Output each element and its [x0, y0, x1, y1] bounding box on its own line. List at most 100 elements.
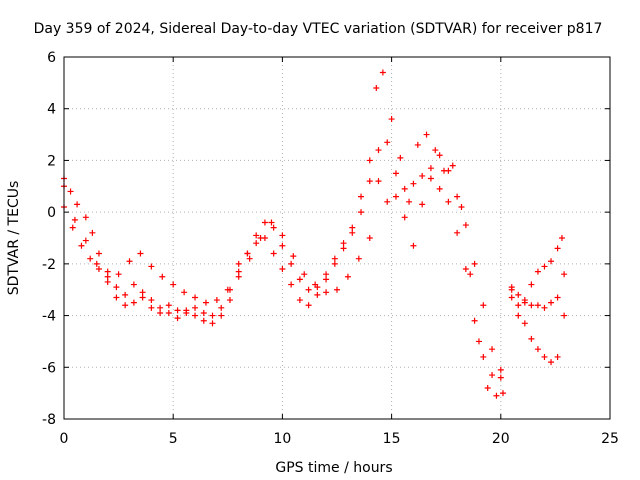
x-tick-label: 15 — [383, 431, 401, 447]
data-point — [366, 178, 373, 185]
x-axis-ticks: 0 5 10 15 20 25 — [60, 57, 619, 447]
data-point — [279, 232, 286, 239]
data-point — [67, 188, 74, 195]
data-point — [515, 302, 522, 309]
data-point — [159, 273, 166, 280]
data-point — [165, 309, 172, 316]
data-point — [528, 281, 535, 288]
data-point — [174, 307, 181, 314]
plot-frame — [63, 56, 611, 420]
data-point — [288, 260, 295, 267]
data-point — [484, 384, 491, 391]
data-point — [554, 294, 561, 301]
y-tick-label: -4 — [42, 309, 56, 325]
grid-lines — [64, 57, 610, 419]
data-point — [78, 242, 85, 249]
y-tick-label: 6 — [47, 50, 56, 66]
series-2 — [61, 139, 504, 373]
data-point — [340, 240, 347, 247]
data-point — [235, 260, 242, 267]
data-point — [148, 304, 155, 311]
x-tick-label: 25 — [601, 431, 619, 447]
data-point — [401, 185, 408, 192]
data-point — [95, 266, 102, 273]
data-point — [331, 260, 338, 267]
data-point — [358, 193, 365, 200]
data-point — [279, 266, 286, 273]
data-point — [104, 273, 111, 280]
data-point — [192, 294, 199, 301]
data-point — [462, 266, 469, 273]
data-point — [200, 309, 207, 316]
y-tick-label: 4 — [47, 102, 56, 118]
data-point — [436, 185, 443, 192]
data-point — [548, 359, 555, 366]
data-point — [401, 214, 408, 221]
data-point — [130, 299, 137, 306]
data-point — [349, 224, 356, 231]
data-point — [475, 338, 482, 345]
data-point — [521, 320, 528, 327]
data-point — [89, 229, 96, 236]
data-point — [122, 291, 129, 298]
data-point — [373, 85, 380, 92]
data-point — [515, 312, 522, 319]
data-point — [471, 317, 478, 324]
data-point — [296, 276, 303, 283]
data-point — [157, 309, 164, 316]
data-point — [209, 312, 216, 319]
data-point — [268, 219, 275, 226]
data-point — [202, 299, 209, 306]
series-6 — [508, 235, 565, 319]
data-point — [253, 240, 260, 247]
data-point — [82, 214, 89, 221]
data-point — [104, 268, 111, 275]
data-point — [384, 139, 391, 146]
data-point — [139, 294, 146, 301]
data-point — [508, 294, 515, 301]
data-point — [358, 209, 365, 216]
data-point — [355, 255, 362, 262]
x-tick-label: 20 — [492, 431, 510, 447]
data-point — [181, 289, 188, 296]
data-point — [253, 232, 260, 239]
data-point — [432, 147, 439, 154]
series-1 — [61, 157, 504, 381]
data-point — [423, 131, 430, 138]
data-point — [113, 294, 120, 301]
data-point — [541, 304, 548, 311]
data-point — [226, 297, 233, 304]
data-point — [314, 291, 321, 298]
data-point — [93, 260, 100, 267]
data-point — [200, 317, 207, 324]
data-point — [183, 307, 190, 314]
data-point — [323, 289, 330, 296]
data-point — [87, 255, 94, 262]
data-point — [414, 141, 421, 148]
data-point — [301, 271, 308, 278]
data-point — [192, 304, 199, 311]
data-point — [480, 302, 487, 309]
data-point — [270, 250, 277, 257]
y-tick-label: -8 — [42, 412, 56, 428]
data-point — [548, 299, 555, 306]
data-point — [290, 253, 297, 260]
data-point — [148, 263, 155, 270]
data-point — [497, 374, 504, 381]
x-tick-label: 10 — [273, 431, 291, 447]
y-axis-label: SDTVAR / TECUs — [6, 181, 22, 296]
data-point — [331, 255, 338, 262]
data-point — [480, 353, 487, 360]
data-point — [489, 372, 496, 379]
data-point — [218, 312, 225, 319]
data-point — [71, 216, 78, 223]
data-point — [534, 346, 541, 353]
data-point — [497, 366, 504, 373]
data-point — [261, 219, 268, 226]
data-point — [305, 286, 312, 293]
data-point — [257, 235, 264, 241]
data-point — [445, 198, 452, 205]
data-point — [541, 263, 548, 270]
data-point — [344, 273, 351, 280]
data-point — [235, 273, 242, 280]
